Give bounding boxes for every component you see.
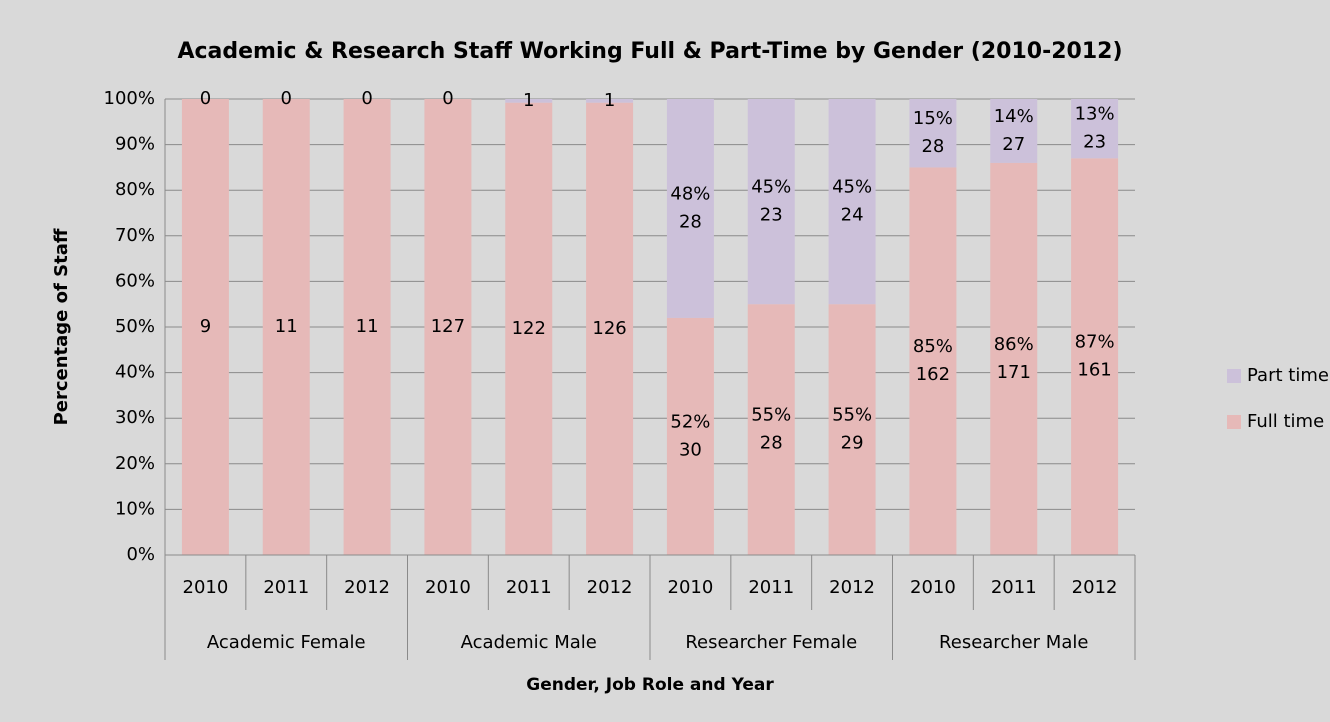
count-label: 28	[760, 433, 783, 454]
count-label: 23	[1083, 132, 1106, 153]
x-tick-label: 2011	[263, 577, 309, 598]
legend-label: Part time	[1247, 365, 1329, 386]
y-tick-label: 70%	[115, 225, 155, 246]
bar-segment	[505, 102, 553, 555]
bar-segment	[1071, 158, 1119, 555]
y-tick-label: 60%	[115, 270, 155, 291]
y-tick-label: 40%	[115, 362, 155, 383]
count-label: 171	[997, 362, 1031, 383]
y-tick-label: 50%	[115, 316, 155, 337]
bar-segment	[181, 99, 229, 555]
x-tick-label: 2012	[587, 577, 633, 598]
group-label: Researcher Male	[939, 632, 1088, 653]
percent-label: 55%	[832, 405, 872, 426]
count-label: 23	[760, 205, 783, 226]
count-label: 122	[512, 318, 546, 339]
y-tick-label: 80%	[115, 179, 155, 200]
bar-segment	[747, 304, 795, 555]
bar-segment	[343, 99, 391, 555]
x-tick-label: 2010	[425, 577, 471, 598]
count-label: 0	[200, 88, 211, 109]
bar-segment	[666, 99, 714, 318]
bar-segment	[505, 99, 553, 103]
group-label: Researcher Female	[685, 632, 857, 653]
count-label: 28	[679, 211, 702, 232]
count-label: 162	[916, 364, 950, 385]
y-axis-title: Percentage of Staff	[51, 228, 72, 425]
percent-label: 86%	[994, 334, 1034, 355]
x-tick-label: 2011	[991, 577, 1037, 598]
count-label: 29	[841, 433, 864, 454]
count-label: 30	[679, 439, 702, 460]
group-label: Academic Male	[461, 632, 597, 653]
count-label: 1	[523, 90, 534, 111]
y-tick-label: 0%	[126, 544, 155, 565]
percent-label: 87%	[1075, 332, 1115, 353]
count-label: 0	[442, 88, 453, 109]
bar-segment	[909, 167, 957, 555]
count-label: 1	[604, 90, 615, 111]
percent-label: 55%	[751, 405, 791, 426]
x-tick-label: 2012	[829, 577, 875, 598]
count-label: 126	[592, 318, 626, 339]
x-axis-title: Gender, Job Role and Year	[526, 675, 774, 695]
count-label: 28	[921, 136, 944, 157]
legend-swatch	[1227, 415, 1241, 429]
x-tick-label: 2011	[748, 577, 794, 598]
legend-label: Full time	[1247, 411, 1324, 432]
percent-label: 52%	[670, 411, 710, 432]
group-label: Academic Female	[207, 632, 366, 653]
y-tick-label: 90%	[115, 134, 155, 155]
bar-segment	[828, 304, 876, 555]
percent-label: 45%	[832, 177, 872, 198]
percent-label: 48%	[670, 183, 710, 204]
bar-segment	[990, 162, 1038, 555]
bar-segment	[990, 99, 1038, 163]
count-label: 9	[200, 316, 211, 337]
legend-swatch	[1227, 369, 1241, 383]
bar-segment	[747, 99, 795, 305]
bar-segment	[828, 99, 876, 305]
count-label: 11	[356, 316, 379, 337]
count-label: 11	[275, 316, 298, 337]
chart-title: Academic & Research Staff Working Full &…	[177, 39, 1122, 64]
bar-segment	[424, 99, 472, 555]
count-label: 27	[1002, 134, 1025, 155]
y-tick-label: 100%	[104, 88, 155, 109]
bar-segment	[909, 99, 957, 168]
percent-label: 15%	[913, 108, 953, 129]
count-label: 127	[431, 316, 465, 337]
x-tick-label: 2012	[344, 577, 390, 598]
percent-label: 85%	[913, 336, 953, 357]
x-tick-label: 2010	[910, 577, 956, 598]
x-tick-label: 2010	[183, 577, 229, 598]
percent-label: 45%	[751, 177, 791, 198]
bar-segment	[1071, 99, 1119, 159]
count-label: 0	[281, 88, 292, 109]
bar-segment	[666, 317, 714, 555]
count-label: 161	[1077, 360, 1111, 381]
x-tick-label: 2012	[1072, 577, 1118, 598]
percent-label: 13%	[1075, 104, 1115, 125]
y-tick-label: 10%	[115, 498, 155, 519]
y-tick-label: 30%	[115, 407, 155, 428]
bar-segment	[586, 99, 634, 103]
x-tick-label: 2010	[668, 577, 714, 598]
count-label: 0	[361, 88, 372, 109]
count-label: 24	[841, 205, 864, 226]
bar-segment	[586, 102, 634, 555]
percent-label: 14%	[994, 106, 1034, 127]
y-tick-label: 20%	[115, 453, 155, 474]
x-tick-label: 2011	[506, 577, 552, 598]
bar-segment	[262, 99, 310, 555]
